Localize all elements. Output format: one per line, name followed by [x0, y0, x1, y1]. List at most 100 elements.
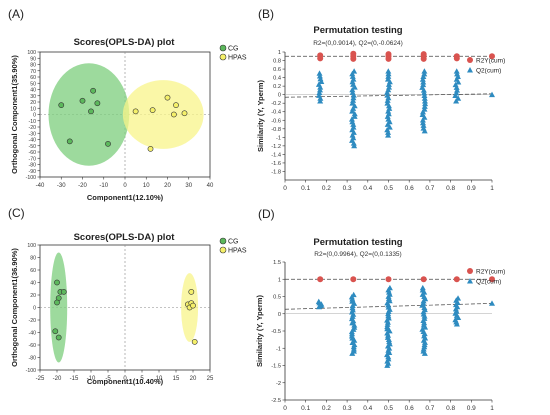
x-tick-label: 10	[156, 376, 163, 382]
q2-permutation-marker	[420, 125, 427, 131]
legend-marker-q2	[467, 278, 473, 284]
x-tick-label: 0	[123, 183, 127, 189]
x-tick-label: -20	[53, 376, 62, 382]
y-tick-label: 40	[30, 281, 36, 287]
score-point-cg	[94, 100, 101, 107]
q2-permutation-marker	[454, 73, 461, 80]
score-point-hpas	[147, 145, 154, 152]
q2-permutation-marker	[453, 98, 460, 104]
x-tick-label: 15	[173, 376, 180, 382]
q2-permutation-marker	[386, 284, 393, 291]
x-tick-label: 0.6	[405, 185, 414, 192]
y-tick-label: -60	[29, 343, 37, 349]
q2-permutation-marker	[318, 78, 325, 85]
y-tick-label: 80	[30, 63, 36, 69]
x-tick-label: -40	[36, 183, 45, 189]
x-tick-label: 0.9	[467, 185, 476, 192]
x-tick-label: 25	[207, 376, 214, 382]
x-tick-label: 0.9	[467, 405, 476, 412]
legend-label-r2: R2Y(cum)	[476, 58, 505, 65]
y-tick-label: 60	[30, 268, 36, 274]
y-tick-label: 30	[30, 94, 36, 100]
x-tick-label: 30	[185, 183, 192, 189]
chart-subtitle: R2=(0,0.9014), Q2=(0,-0.0624)	[313, 40, 403, 47]
score-point-hpas	[149, 107, 156, 114]
q2-permutation-marker	[316, 70, 323, 76]
legend-label-q2: Q2(cum)	[476, 279, 501, 286]
r2-permutation-marker	[350, 276, 357, 283]
q2-permutation-marker	[453, 84, 460, 90]
q2-permutation-marker	[421, 127, 428, 134]
y-tick-label: -0.5	[271, 329, 281, 335]
x-tick-label: -30	[57, 183, 66, 189]
q2-permutation-marker	[419, 284, 426, 291]
score-point-cg	[79, 97, 86, 104]
q2-permutation-marker	[455, 79, 462, 85]
y-tick-label: 20	[30, 100, 36, 106]
q2-permutation-marker	[316, 92, 323, 98]
confidence-ellipse-cg	[50, 252, 68, 363]
q2-permutation-marker	[420, 81, 427, 88]
x-tick-label: -15	[70, 376, 79, 382]
legend-marker-r2	[467, 268, 473, 274]
chart-title: Permutation testing	[313, 237, 402, 248]
q2-permutation-marker	[419, 111, 426, 118]
y-tick-label: 1	[278, 50, 281, 56]
r2-permutation-marker	[453, 53, 460, 60]
chart-subtitle: R2=(0,0.9964), Q2=(0,0.1335)	[314, 251, 401, 258]
r2-permutation-marker	[489, 53, 495, 60]
score-point-cg	[55, 334, 62, 341]
panel-label: (B)	[258, 7, 274, 21]
q2-permutation-marker	[421, 114, 428, 120]
legend-marker-hpas	[219, 53, 227, 61]
x-tick-label: 0.4	[363, 405, 372, 412]
x-tick-label: 0.3	[343, 185, 352, 192]
r2-permutation-marker	[453, 276, 460, 283]
x-tick-label: 0.6	[405, 405, 414, 412]
x-tick-label: 0.2	[322, 185, 331, 192]
y-axis-label: Similarity (Y, Yperm)	[256, 80, 265, 152]
y-tick-label: 0	[33, 113, 36, 119]
score-point-cg	[90, 87, 97, 94]
y-tick-label: -40	[29, 331, 37, 337]
confidence-ellipse-hpas	[122, 80, 204, 149]
q2-permutation-marker	[317, 95, 324, 101]
x-tick-label: 0.5	[384, 185, 393, 192]
y-tick-label: -0.2	[271, 101, 281, 107]
x-tick-label: 5	[140, 376, 144, 382]
x-tick-label: 0.7	[425, 185, 434, 192]
q2-permutation-marker	[420, 108, 427, 115]
y-tick-label: -1	[276, 135, 281, 141]
legend-label-hpas: HPAS	[228, 248, 247, 255]
y-tick-label: 50	[30, 81, 36, 87]
score-point-hpas	[173, 102, 179, 109]
q2-permutation-marker	[419, 84, 426, 90]
y-tick-label: 0.4	[273, 76, 281, 82]
x-tick-label: 20	[164, 183, 171, 189]
y-tick-label: 90	[30, 56, 36, 62]
chart-title: Scores(OPLS-DA) plot	[74, 37, 176, 48]
y-tick-label: -90	[29, 169, 37, 175]
x-tick-label: 1	[490, 185, 494, 192]
q2-permutation-marker	[454, 87, 461, 93]
score-point-cg	[60, 288, 67, 295]
y-tick-label: 100	[27, 50, 36, 56]
x-tick-label: 0.1	[301, 405, 310, 412]
panel-label: (D)	[258, 207, 275, 221]
x-tick-label: -20	[78, 183, 87, 189]
score-point-cg	[54, 299, 60, 306]
r2-permutation-marker	[420, 51, 427, 58]
y-tick-label: -0.6	[271, 118, 281, 124]
panel-label: (A)	[8, 7, 24, 21]
y-tick-label: 1.5	[273, 260, 281, 266]
y-tick-label: -10	[29, 119, 37, 125]
x-tick-label: 0.3	[343, 405, 352, 412]
y-tick-label: 0	[278, 93, 281, 99]
y-tick-label: -0.4	[271, 110, 281, 116]
y-tick-label: -1	[276, 346, 281, 352]
q2-original-marker	[489, 300, 495, 306]
y-tick-label: 80	[30, 256, 36, 262]
q2-permutation-marker	[420, 73, 427, 80]
legend-label-cg: CG	[228, 46, 239, 53]
